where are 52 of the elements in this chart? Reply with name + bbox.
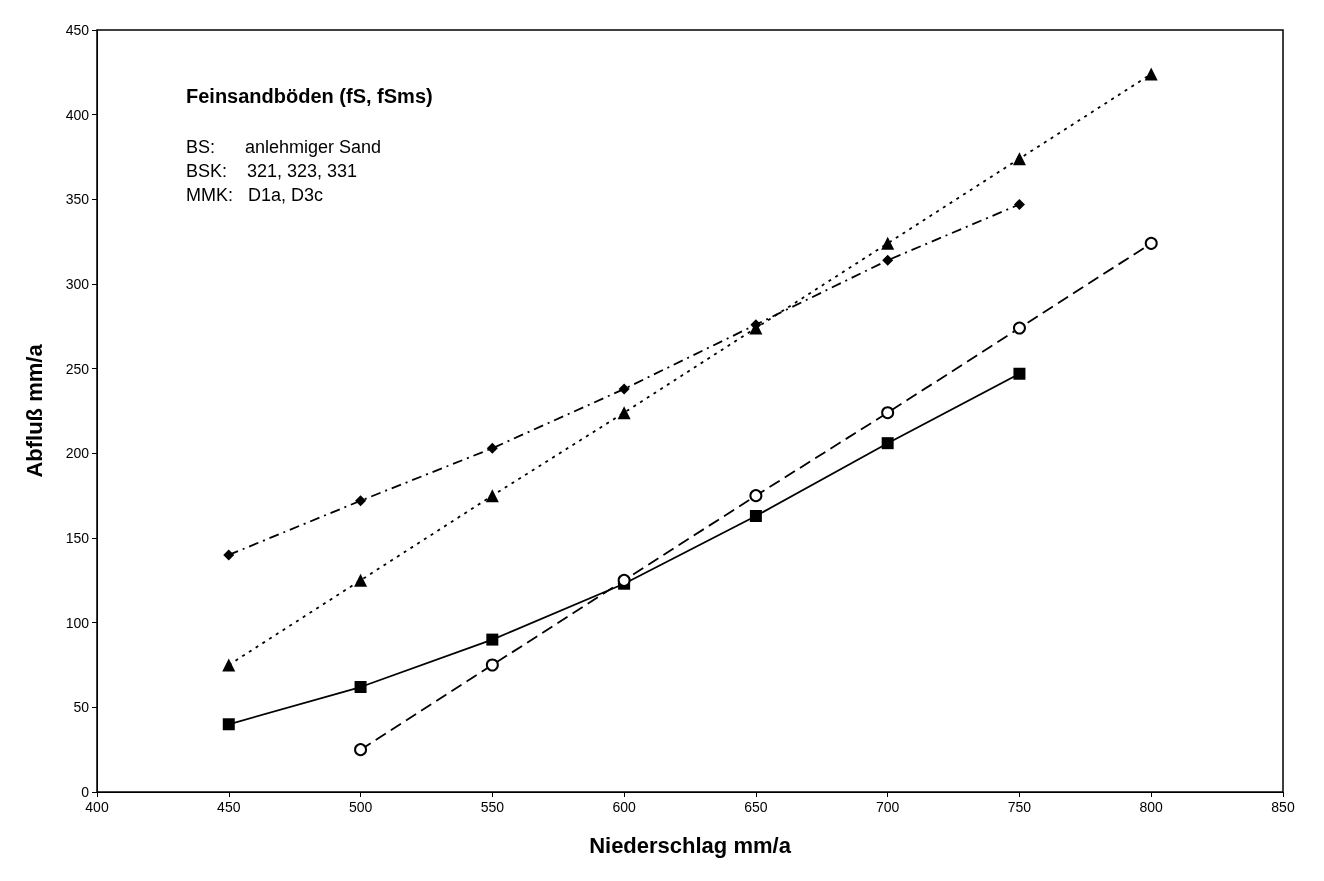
- point: [354, 743, 368, 757]
- y-tick-label: 50: [73, 699, 90, 716]
- x-tick-label: 450: [217, 799, 241, 815]
- point: [355, 495, 367, 507]
- annotation: BS: anlehmiger Sand: [186, 137, 382, 157]
- y-axis-title: Abfluß mm/a: [21, 343, 47, 478]
- point: [618, 383, 630, 395]
- x-tick-label: 850: [1271, 799, 1295, 815]
- point: [881, 236, 895, 250]
- annotation: BSK: 321, 323, 331: [186, 161, 358, 181]
- y-tick-label: 0: [81, 784, 90, 800]
- point: [881, 437, 894, 450]
- point: [1144, 236, 1158, 250]
- point: [1144, 67, 1158, 81]
- x-tick-label: 750: [1007, 799, 1032, 815]
- point: [222, 718, 235, 731]
- point: [354, 573, 368, 587]
- y-tick-label: 100: [65, 614, 90, 631]
- point: [486, 633, 499, 646]
- y-tick-label: 350: [65, 191, 90, 208]
- y-tick-label: 450: [65, 22, 90, 38]
- point: [749, 509, 762, 522]
- point: [354, 681, 367, 694]
- x-tick-label: 500: [348, 799, 373, 815]
- point: [617, 406, 631, 420]
- point: [617, 573, 631, 587]
- point: [486, 442, 498, 454]
- y-tick-label: 250: [65, 360, 90, 377]
- text: Feinsandböden (fS, fSms): [186, 85, 433, 107]
- point: [1013, 198, 1025, 210]
- x-tick-label: 800: [1139, 799, 1164, 815]
- x-axis-title: Niederschlag mm/a: [589, 832, 792, 858]
- point: [1012, 321, 1026, 335]
- x-tick-label: 400: [85, 799, 109, 815]
- annotation: MMK: D1a, D3c: [186, 185, 324, 205]
- point: [1013, 367, 1026, 380]
- y-tick-label: 200: [65, 445, 90, 462]
- y-tick-label: 300: [65, 276, 90, 292]
- point: [222, 658, 236, 672]
- point: [485, 658, 499, 672]
- point: [1012, 152, 1026, 166]
- x-tick-label: 550: [480, 799, 505, 815]
- y-tick-label: 150: [65, 530, 90, 546]
- point: [485, 489, 499, 503]
- point: [882, 254, 894, 266]
- point: [881, 406, 895, 420]
- x-tick-label: 650: [744, 799, 768, 815]
- y-tick-label: 400: [65, 106, 90, 123]
- x-tick-label: 600: [612, 799, 636, 815]
- point: [749, 489, 763, 503]
- point: [223, 549, 235, 561]
- x-tick-label: 700: [875, 799, 900, 815]
